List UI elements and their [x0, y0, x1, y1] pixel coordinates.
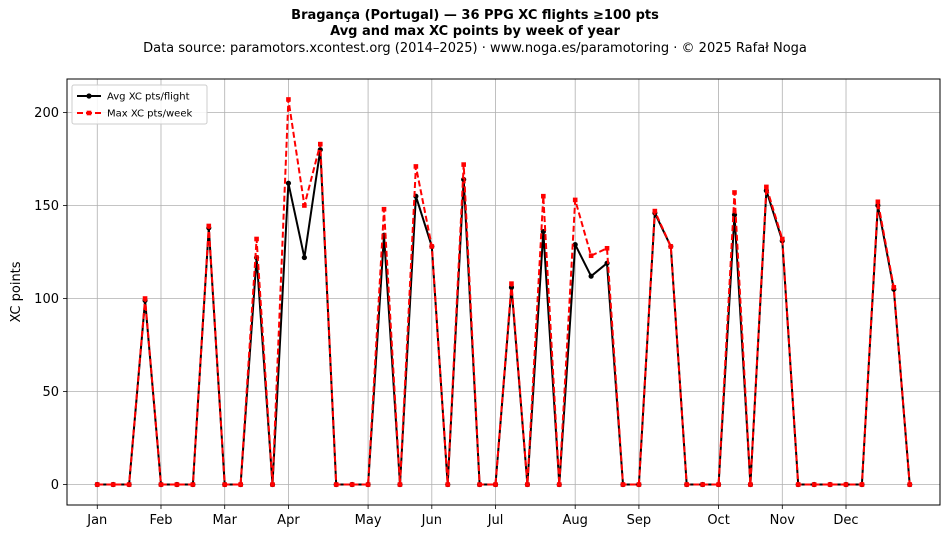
y-tick-label: 50 [42, 385, 59, 400]
max-data-point [716, 482, 721, 487]
legend-avg-marker [86, 93, 92, 99]
max-data-point [238, 482, 243, 487]
legend-max-marker [86, 110, 92, 116]
max-data-point [365, 482, 371, 487]
max-data-point [907, 482, 913, 487]
max-data-point [110, 482, 116, 487]
x-tick-label: Nov [770, 513, 796, 528]
chart-title-line-2: Avg and max XC points by week of year [330, 24, 620, 39]
x-tick-label: Oct [707, 513, 729, 528]
legend-box [71, 84, 208, 125]
max-data-point [620, 482, 626, 487]
max-data-point [684, 482, 690, 487]
max-data-point [795, 482, 801, 487]
avg-data-point [285, 180, 292, 186]
plot-frame [66, 78, 941, 506]
x-tick-label: Jul [487, 513, 504, 528]
max-data-point [190, 482, 196, 487]
max-data-point [254, 236, 259, 242]
y-tick-label: 200 [34, 106, 59, 121]
y-tick-label: 150 [34, 199, 59, 214]
max-data-point [477, 482, 482, 487]
max-data-point [302, 203, 307, 208]
max-data-point [270, 482, 275, 487]
avg-data-point [588, 273, 594, 279]
max-series-line [97, 98, 911, 486]
max-data-point [732, 190, 737, 195]
max-data-point [811, 482, 817, 487]
x-tick-label: Apr [277, 513, 300, 528]
max-data-point [556, 482, 562, 487]
avg-data-point [301, 254, 307, 261]
max-data-point [349, 482, 355, 487]
max-data-point [588, 253, 594, 259]
max-data-point [333, 482, 339, 487]
max-data-point [397, 482, 403, 487]
x-tick-label: Dec [833, 513, 858, 528]
max-data-point [509, 281, 514, 286]
max-data-point [700, 482, 705, 487]
x-tick-label: Jun [421, 513, 442, 528]
max-data-point [206, 223, 212, 229]
max-data-point [142, 296, 148, 301]
y-tick-label: 100 [34, 292, 59, 307]
grid-lines [67, 79, 940, 505]
x-tick-label: Aug [562, 513, 587, 528]
max-data-point [493, 482, 498, 487]
max-data-point [748, 482, 753, 487]
y-tick-label: 0 [51, 478, 59, 493]
max-data-point [859, 482, 865, 487]
max-data-point [843, 482, 849, 487]
max-data-point [126, 482, 132, 487]
max-data-point [174, 482, 180, 487]
max-data-point [286, 97, 291, 102]
max-data-point [525, 482, 530, 487]
max-data-point [875, 199, 881, 205]
max-data-point [827, 482, 833, 487]
max-data-point [94, 482, 100, 487]
max-data-point [381, 206, 387, 212]
legend: Avg XC pts/flight Max XC pts/week [71, 84, 208, 125]
max-data-point [636, 482, 642, 487]
avg-data-point [572, 241, 578, 248]
max-data-point [652, 208, 658, 214]
max-data-point [317, 141, 323, 147]
max-data-point [541, 193, 546, 199]
max-data-point [445, 482, 451, 487]
max-data-point [413, 164, 419, 169]
x-tick-label: Feb [149, 513, 172, 528]
x-tick-label: Sep [627, 513, 652, 528]
max-data-point [461, 162, 466, 167]
max-data-point [764, 184, 769, 190]
avg-data-point [508, 284, 515, 290]
legend-max-label: Max XC pts/week [107, 109, 192, 120]
max-data-point [222, 482, 228, 487]
legend-avg-label: Avg XC pts/flight [107, 92, 190, 103]
max-data-point [779, 236, 785, 242]
y-axis-label: XC points [9, 261, 24, 322]
max-data-point [604, 245, 610, 251]
chart-title-block: Bragança (Portugal) — 36 PPG XC flights … [0, 8, 950, 57]
chart-title-line-1: Bragança (Portugal) — 36 PPG XC flights … [291, 8, 659, 23]
max-data-point [572, 197, 578, 203]
chart-subtitle: Data source: paramotors.xcontest.org (20… [143, 41, 807, 56]
max-data-point [891, 285, 897, 290]
x-tick-label: Mar [212, 513, 237, 528]
max-data-point [429, 244, 435, 249]
series-avg-xc [94, 147, 913, 488]
series-max-xc [94, 97, 913, 487]
x-tick-label: May [355, 513, 382, 528]
x-tick-label: Jan [86, 513, 107, 528]
max-data-point [668, 244, 674, 249]
max-data-point [158, 482, 164, 487]
